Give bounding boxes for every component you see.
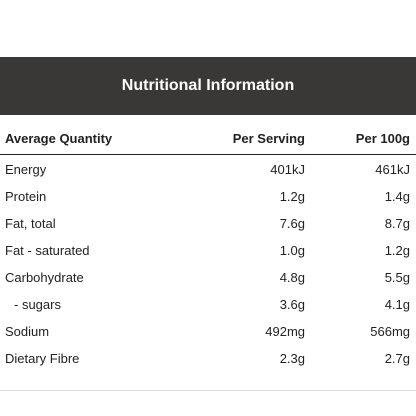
row-per-100g: 461kJ: [375, 162, 410, 177]
table-row: - sugars 3.6g 4.1g: [0, 291, 416, 318]
row-per-100g: 4.1g: [384, 297, 410, 312]
row-per-serving: 3.6g: [279, 297, 305, 312]
table-row: Carbohydrate 4.8g 5.5g: [0, 264, 416, 291]
title-bar: Nutritional Information: [0, 57, 416, 115]
table-row: Fat, total 7.6g 8.7g: [0, 210, 416, 237]
row-label: Sodium: [5, 324, 50, 339]
row-per-serving: 1.0g: [279, 243, 305, 258]
row-label: - sugars: [14, 297, 61, 312]
row-per-serving: 492mg: [265, 324, 305, 339]
table-row: Fat - saturated 1.0g 1.2g: [0, 237, 416, 264]
row-label: Dietary Fibre: [5, 351, 80, 366]
bottom-divider: [0, 390, 416, 391]
row-label: Carbohydrate: [5, 270, 84, 285]
table-row: Sodium 492mg 566mg: [0, 318, 416, 345]
row-per-100g: 8.7g: [384, 216, 410, 231]
header-divider: [0, 154, 416, 155]
row-per-100g: 2.7g: [384, 351, 410, 366]
row-label: Protein: [5, 189, 47, 204]
row-per-100g: 1.2g: [384, 243, 410, 258]
row-label: Fat - saturated: [5, 243, 90, 258]
header-per-serving: Per Serving: [232, 131, 305, 146]
row-per-serving: 2.3g: [279, 351, 305, 366]
row-label: Energy: [5, 162, 47, 177]
table-row: Protein 1.2g 1.4g: [0, 183, 416, 210]
row-per-100g: 5.5g: [384, 270, 410, 285]
table-body: Energy 401kJ 461kJ Protein 1.2g 1.4g Fat…: [0, 156, 416, 372]
row-per-serving: 401kJ: [270, 162, 305, 177]
table-row: Energy 401kJ 461kJ: [0, 156, 416, 183]
row-per-serving: 7.6g: [279, 216, 305, 231]
row-per-serving: 1.2g: [279, 189, 305, 204]
table-row: Dietary Fibre 2.3g 2.7g: [0, 345, 416, 372]
row-label: Fat, total: [5, 216, 56, 231]
row-per-100g: 1.4g: [384, 189, 410, 204]
table-header-row: Average Quantity Per Serving Per 100g: [0, 124, 416, 154]
nutrition-table: Average Quantity Per Serving Per 100g: [0, 124, 416, 154]
page-title: Nutritional Information: [121, 77, 295, 94]
row-per-serving: 4.8g: [279, 270, 305, 285]
header-average-quantity: Average Quantity: [5, 131, 113, 146]
header-per-100g: Per 100g: [355, 131, 410, 146]
row-per-100g: 566mg: [370, 324, 410, 339]
